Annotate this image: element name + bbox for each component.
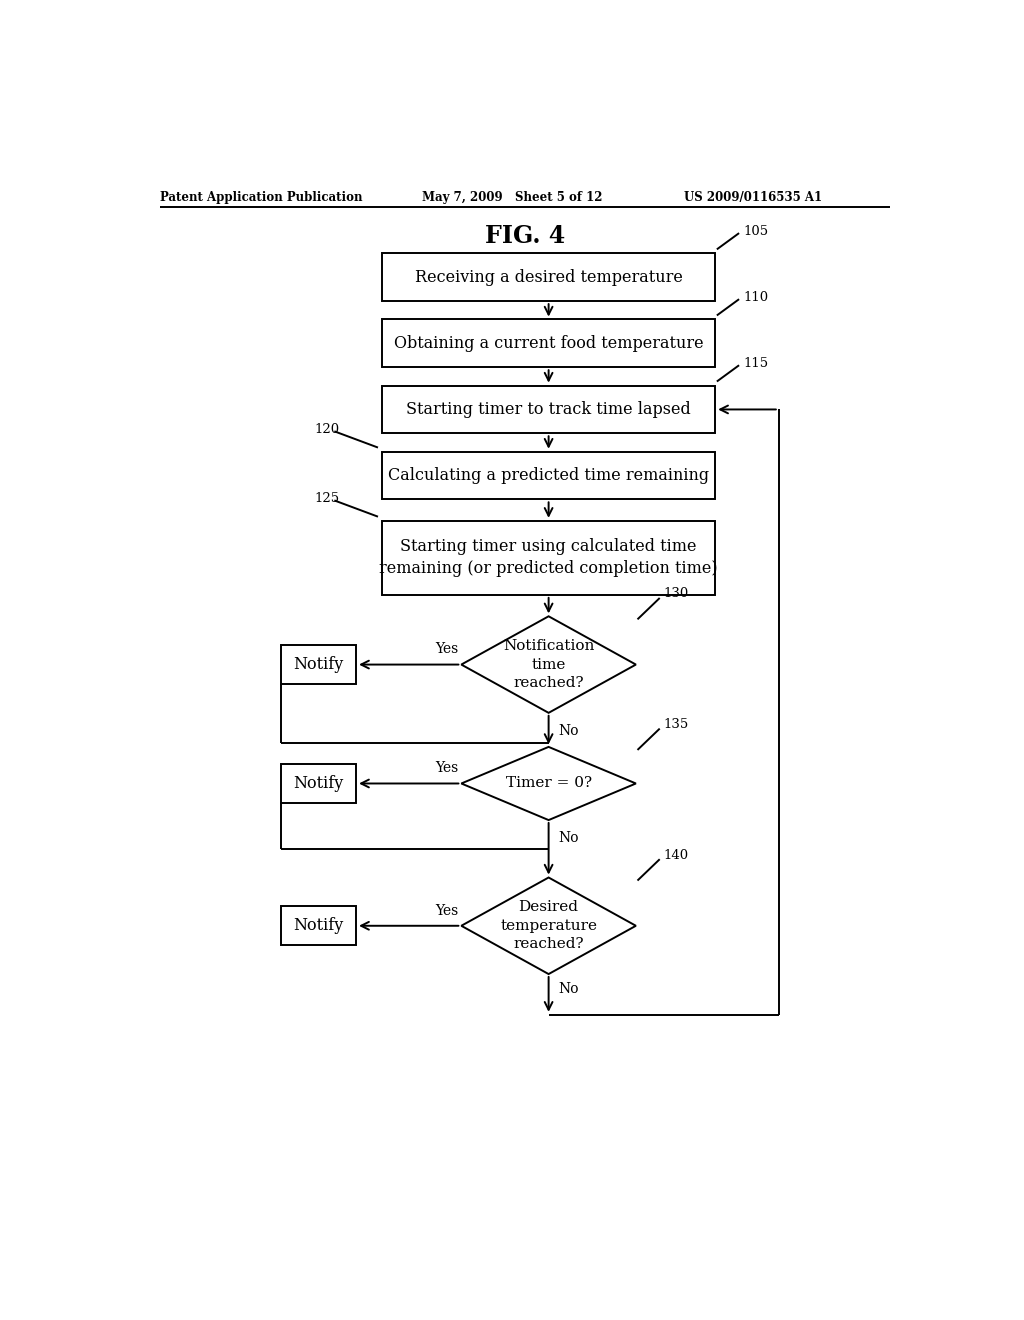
FancyBboxPatch shape [281,764,356,803]
Text: Notify: Notify [293,656,344,673]
Text: Notification
time
reached?: Notification time reached? [503,639,594,690]
Text: Patent Application Publication: Patent Application Publication [160,190,362,203]
Text: Notify: Notify [293,775,344,792]
Text: Receiving a desired temperature: Receiving a desired temperature [415,269,683,286]
FancyBboxPatch shape [281,645,356,684]
Text: No: No [558,832,579,845]
Text: US 2009/0116535 A1: US 2009/0116535 A1 [684,190,821,203]
Text: Starting timer to track time lapsed: Starting timer to track time lapsed [407,401,691,418]
Text: 130: 130 [664,587,689,601]
Text: 115: 115 [743,356,768,370]
Text: May 7, 2009   Sheet 5 of 12: May 7, 2009 Sheet 5 of 12 [422,190,602,203]
Polygon shape [462,878,636,974]
Text: 120: 120 [314,422,340,436]
Polygon shape [462,616,636,713]
Text: 110: 110 [743,290,768,304]
Text: No: No [558,982,579,997]
FancyBboxPatch shape [382,521,715,595]
Text: Yes: Yes [435,643,459,656]
FancyBboxPatch shape [382,319,715,367]
Text: 105: 105 [743,224,768,238]
Text: Obtaining a current food temperature: Obtaining a current food temperature [394,335,703,352]
Polygon shape [462,747,636,820]
Text: Starting timer using calculated time
remaining (or predicted completion time): Starting timer using calculated time rem… [379,539,718,577]
FancyBboxPatch shape [281,907,356,945]
Text: 140: 140 [664,849,689,862]
Text: Calculating a predicted time remaining: Calculating a predicted time remaining [388,467,710,484]
FancyBboxPatch shape [382,253,715,301]
FancyBboxPatch shape [382,385,715,433]
Text: Yes: Yes [435,903,459,917]
Text: 125: 125 [314,492,340,504]
Text: Desired
temperature
reached?: Desired temperature reached? [500,900,597,952]
Text: Notify: Notify [293,917,344,935]
FancyBboxPatch shape [382,451,715,499]
Text: FIG. 4: FIG. 4 [484,223,565,248]
Text: 135: 135 [664,718,689,731]
Text: No: No [558,725,579,738]
Text: Timer = 0?: Timer = 0? [506,776,592,791]
Text: Yes: Yes [435,762,459,775]
